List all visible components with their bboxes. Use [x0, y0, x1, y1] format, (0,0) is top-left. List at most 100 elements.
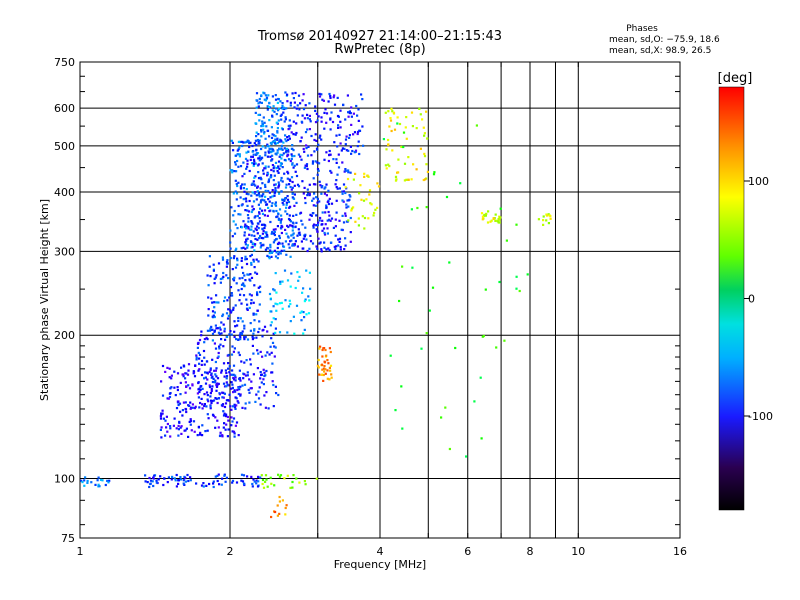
- x-axis-label: Frequency [MHz]: [334, 558, 426, 571]
- data-point: [263, 223, 266, 227]
- data-point: [302, 237, 305, 240]
- data-point: [312, 226, 315, 229]
- data-point: [304, 201, 307, 205]
- data-point: [285, 203, 288, 206]
- data-point: [267, 255, 270, 258]
- data-point: [465, 455, 468, 458]
- data-point: [285, 504, 288, 507]
- data-point: [225, 385, 228, 388]
- data-point: [272, 105, 275, 108]
- data-point: [290, 153, 293, 156]
- data-point: [217, 331, 220, 334]
- data-point: [274, 135, 277, 138]
- data-point: [255, 393, 258, 396]
- data-point: [300, 310, 303, 313]
- data-point: [225, 265, 228, 268]
- data-point: [270, 175, 273, 178]
- data-point: [268, 119, 271, 122]
- data-point: [273, 183, 276, 186]
- data-point: [344, 186, 347, 189]
- data-point: [304, 104, 307, 107]
- data-point: [277, 171, 280, 174]
- data-point: [292, 236, 295, 239]
- data-point: [336, 96, 339, 99]
- data-point: [268, 191, 271, 194]
- data-point: [393, 128, 397, 131]
- data-point: [424, 178, 427, 181]
- data-point: [222, 323, 225, 326]
- data-point: [253, 216, 256, 219]
- data-point: [302, 93, 305, 96]
- data-point: [275, 392, 278, 395]
- data-point: [306, 167, 309, 171]
- data-point: [177, 403, 180, 407]
- x-tick-label: 1: [77, 545, 84, 558]
- data-point: [291, 486, 294, 489]
- data-point: [280, 144, 283, 147]
- data-point: [273, 191, 277, 194]
- data-point: [305, 144, 308, 147]
- data-point: [277, 186, 280, 189]
- data-point: [168, 395, 172, 399]
- data-point: [216, 382, 219, 385]
- data-point: [231, 430, 234, 433]
- data-point: [241, 384, 244, 387]
- data-point: [227, 428, 230, 431]
- plot-area: [79, 61, 681, 539]
- data-point: [246, 165, 249, 168]
- data-point: [481, 218, 484, 221]
- data-point: [292, 149, 295, 152]
- data-point: [410, 178, 413, 181]
- data-point: [357, 140, 360, 143]
- data-point: [248, 169, 251, 173]
- data-point: [183, 483, 186, 486]
- data-point: [201, 387, 204, 390]
- data-point: [210, 401, 213, 405]
- data-point: [173, 477, 176, 480]
- data-point: [230, 353, 234, 356]
- data-point: [265, 391, 268, 394]
- data-point: [268, 292, 272, 296]
- data-point: [496, 220, 499, 223]
- data-point: [316, 224, 319, 227]
- data-point: [250, 220, 253, 223]
- data-point: [347, 169, 350, 172]
- data-point: [223, 412, 226, 415]
- data-point: [279, 219, 282, 222]
- data-point: [279, 100, 282, 103]
- data-point: [344, 191, 347, 195]
- data-point: [253, 192, 256, 195]
- data-point: [243, 336, 246, 339]
- data-point: [205, 360, 208, 363]
- data-point: [342, 190, 346, 193]
- data-point: [270, 136, 274, 139]
- data-point: [213, 315, 216, 319]
- data-point: [247, 140, 250, 143]
- data-point: [281, 242, 284, 245]
- data-point: [505, 239, 508, 242]
- data-point: [86, 479, 89, 483]
- data-point: [357, 130, 360, 134]
- data-point: [291, 180, 294, 184]
- data-point: [205, 391, 209, 394]
- data-point: [240, 479, 243, 482]
- data-point: [422, 178, 425, 182]
- data-point: [226, 415, 229, 419]
- data-point: [267, 189, 270, 193]
- data-point: [497, 218, 500, 221]
- data-point: [90, 481, 93, 484]
- data-point: [262, 383, 265, 386]
- data-point: [244, 209, 247, 212]
- data-point: [526, 273, 529, 276]
- data-point: [232, 373, 235, 376]
- data-point: [308, 194, 311, 197]
- data-point: [322, 99, 325, 102]
- data-point: [260, 135, 263, 138]
- data-point: [271, 341, 275, 344]
- data-point: [233, 432, 236, 435]
- data-point: [240, 302, 243, 305]
- data-point: [216, 377, 220, 380]
- data-point: [290, 239, 293, 242]
- data-point: [211, 380, 214, 384]
